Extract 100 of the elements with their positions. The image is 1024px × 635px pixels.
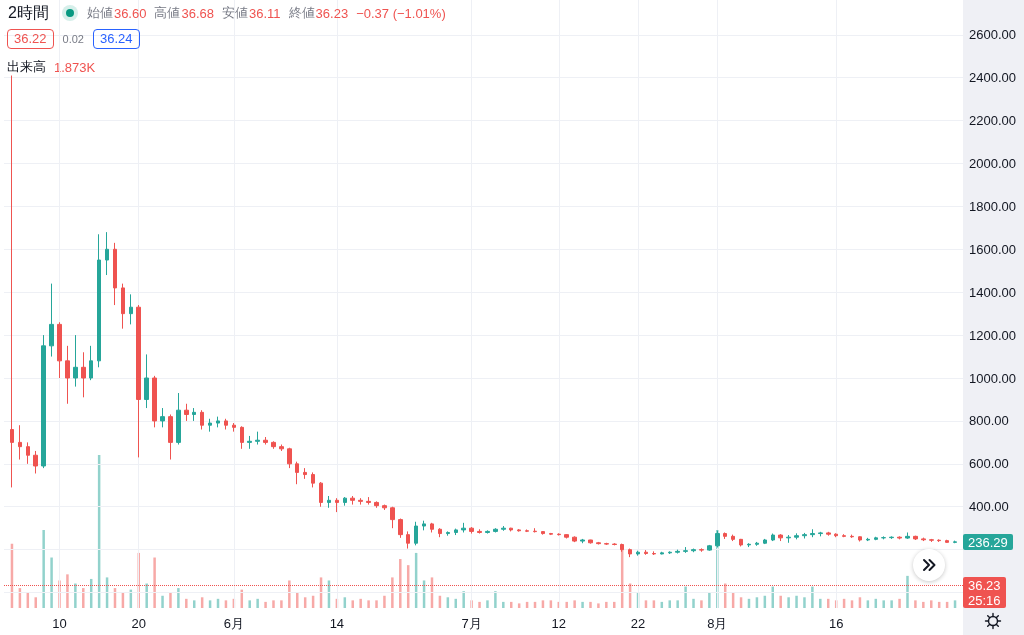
candlestick	[802, 532, 807, 539]
bar	[922, 601, 925, 608]
y-tick-label: 800.00	[969, 413, 1009, 429]
bar	[169, 592, 172, 608]
candlestick	[232, 422, 236, 433]
candlestick	[382, 504, 387, 511]
chart-title: 出来高	[7, 58, 46, 76]
y-tick-label: 2400.00	[969, 70, 1016, 86]
candlestick	[33, 450, 38, 474]
bar	[359, 598, 362, 608]
candlestick	[739, 538, 743, 547]
candlestick	[224, 418, 228, 430]
candlestick	[144, 353, 149, 409]
bar	[256, 598, 259, 608]
bar	[42, 529, 45, 608]
bar	[890, 600, 893, 608]
candlestick	[755, 541, 759, 547]
candlestick	[18, 424, 22, 461]
candlestick	[49, 283, 54, 358]
bar	[153, 557, 156, 608]
candlestick	[604, 542, 609, 546]
candlestick	[668, 550, 672, 555]
annotation: 0.02	[62, 33, 84, 45]
candlestick	[454, 528, 458, 536]
y-tick-label: 1200.00	[969, 327, 1016, 343]
bar	[906, 575, 909, 608]
bar	[82, 588, 85, 608]
bar	[795, 595, 798, 608]
bar	[803, 597, 806, 608]
bar	[605, 601, 608, 608]
bar	[351, 600, 354, 608]
bar	[462, 591, 465, 608]
candlestick	[810, 528, 815, 538]
candlestick	[842, 533, 846, 538]
candlestick	[652, 550, 656, 556]
annotation: 高値	[154, 4, 181, 22]
bar	[708, 592, 711, 608]
bar	[613, 601, 616, 608]
annotation: 安値	[222, 4, 248, 22]
candlestick	[358, 497, 363, 506]
candlestick	[945, 539, 949, 544]
bar	[478, 601, 481, 608]
candlestick	[826, 531, 831, 537]
chart-title: 2時間	[8, 2, 49, 23]
annotation: 36.23	[315, 5, 349, 21]
bar	[502, 601, 505, 608]
ref-line-label: 36.23	[968, 577, 1001, 593]
candlestick	[57, 321, 62, 379]
candlestick	[343, 496, 347, 507]
candlestick	[644, 549, 648, 556]
candlestick	[97, 233, 101, 368]
candlestick	[612, 542, 617, 546]
y-tick-label: 2200.00	[969, 113, 1016, 129]
candlestick	[794, 532, 799, 540]
bar	[787, 597, 790, 608]
candlestick	[406, 530, 410, 550]
candlestick	[176, 392, 181, 446]
candlestick	[541, 530, 545, 536]
candlestick	[572, 535, 577, 543]
bar	[573, 600, 576, 608]
bar	[66, 574, 69, 608]
x-tick-label: 8月	[707, 616, 728, 631]
bar	[692, 598, 695, 608]
candlestick	[763, 538, 767, 545]
annotation: 36.11	[249, 5, 281, 21]
candlestick	[461, 522, 466, 533]
bar	[399, 559, 402, 608]
annotation: 終値	[288, 4, 315, 22]
candlestick	[636, 550, 640, 557]
candlestick	[509, 527, 513, 532]
bar	[375, 600, 378, 608]
annotation: 始値	[86, 4, 113, 22]
bar	[367, 600, 370, 608]
candlestick	[414, 521, 418, 546]
candlestick	[493, 527, 498, 533]
candlestick	[580, 538, 585, 544]
y-tick-label: 2000.00	[969, 155, 1016, 171]
candlestick	[929, 538, 934, 543]
candlestick	[335, 497, 339, 513]
annotation: 36.68	[181, 5, 214, 21]
candlestick	[192, 407, 196, 422]
candlestick	[121, 283, 125, 330]
candlestick	[485, 529, 490, 535]
annotation: 1.873K	[54, 59, 96, 75]
candlestick	[699, 547, 704, 553]
annotation: 36.22	[7, 29, 54, 49]
candlestick	[319, 481, 323, 508]
candlestick	[168, 413, 173, 461]
candlestick	[818, 531, 823, 537]
bar	[34, 597, 37, 608]
bar	[779, 595, 782, 608]
candlestick	[279, 444, 284, 452]
bar	[597, 603, 600, 608]
candlestick	[240, 425, 244, 450]
candlestick	[26, 441, 30, 465]
candlestick	[564, 533, 569, 539]
bar	[486, 600, 489, 608]
text: 25:16	[968, 592, 1001, 608]
bar	[50, 557, 53, 608]
candlestick	[263, 436, 268, 446]
